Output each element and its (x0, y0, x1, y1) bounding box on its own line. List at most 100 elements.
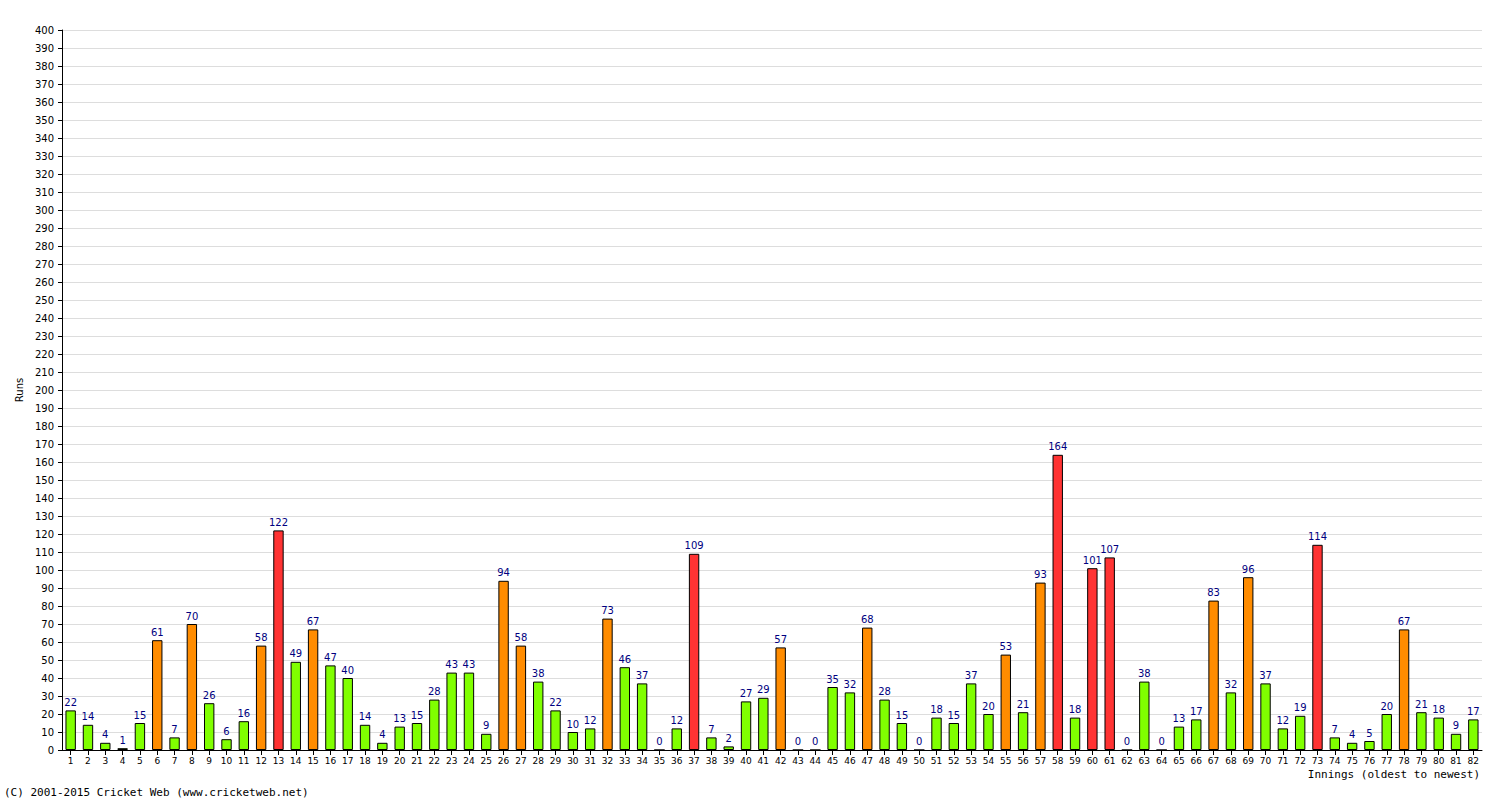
svg-text:81: 81 (1450, 756, 1461, 766)
svg-text:67: 67 (1208, 756, 1219, 766)
svg-text:350: 350 (35, 115, 54, 126)
svg-text:107: 107 (1100, 544, 1119, 555)
svg-text:120: 120 (35, 529, 54, 540)
svg-text:(C) 2001-2015 Cricket Web (www: (C) 2001-2015 Cricket Web (www.cricketwe… (4, 786, 309, 799)
svg-text:0: 0 (656, 736, 662, 747)
svg-text:76: 76 (1364, 756, 1376, 766)
svg-text:250: 250 (35, 295, 54, 306)
svg-text:0: 0 (48, 745, 54, 756)
svg-text:10: 10 (41, 727, 54, 738)
svg-text:71: 71 (1277, 756, 1288, 766)
svg-text:310: 310 (35, 187, 54, 198)
svg-text:370: 370 (35, 79, 54, 90)
svg-text:380: 380 (35, 61, 54, 72)
svg-text:1: 1 (119, 735, 125, 746)
svg-text:101: 101 (1083, 555, 1102, 566)
svg-text:77: 77 (1381, 756, 1392, 766)
svg-text:53: 53 (965, 756, 976, 766)
svg-text:70: 70 (1260, 756, 1272, 766)
svg-text:15: 15 (134, 710, 147, 721)
svg-text:80: 80 (41, 601, 54, 612)
svg-text:31: 31 (584, 756, 595, 766)
svg-text:4: 4 (102, 729, 108, 740)
svg-text:35: 35 (826, 674, 839, 685)
svg-text:240: 240 (35, 313, 54, 324)
svg-text:17: 17 (1467, 706, 1480, 717)
svg-text:164: 164 (1048, 441, 1067, 452)
svg-text:46: 46 (618, 654, 631, 665)
svg-text:73: 73 (1312, 756, 1323, 766)
svg-text:37: 37 (965, 670, 978, 681)
svg-text:68: 68 (861, 614, 874, 625)
svg-text:65: 65 (1173, 756, 1184, 766)
svg-text:67: 67 (307, 616, 320, 627)
svg-text:62: 62 (1121, 756, 1132, 766)
svg-text:58: 58 (1052, 756, 1064, 766)
svg-text:47: 47 (324, 652, 337, 663)
svg-text:47: 47 (862, 756, 873, 766)
svg-text:49: 49 (289, 648, 302, 659)
svg-text:32: 32 (1225, 679, 1238, 690)
svg-text:400: 400 (35, 25, 54, 36)
svg-text:122: 122 (269, 517, 288, 528)
svg-text:280: 280 (35, 241, 54, 252)
svg-text:57: 57 (774, 634, 787, 645)
svg-text:21: 21 (411, 756, 422, 766)
svg-text:46: 46 (844, 756, 856, 766)
svg-text:140: 140 (35, 493, 54, 504)
svg-text:4: 4 (120, 756, 126, 766)
svg-text:0: 0 (1158, 736, 1164, 747)
svg-text:9: 9 (483, 720, 489, 731)
svg-text:27: 27 (515, 756, 526, 766)
svg-text:63: 63 (1139, 756, 1150, 766)
svg-text:22: 22 (64, 697, 77, 708)
svg-text:109: 109 (685, 540, 704, 551)
svg-text:73: 73 (601, 605, 614, 616)
svg-text:16: 16 (325, 756, 337, 766)
svg-text:50: 50 (913, 756, 925, 766)
svg-text:0: 0 (1124, 736, 1130, 747)
svg-text:18: 18 (359, 756, 371, 766)
svg-text:114: 114 (1308, 531, 1327, 542)
svg-text:61: 61 (1104, 756, 1115, 766)
svg-text:18: 18 (1432, 704, 1445, 715)
svg-text:130: 130 (35, 511, 54, 522)
svg-text:66: 66 (1191, 756, 1203, 766)
svg-text:59: 59 (1069, 756, 1081, 766)
svg-text:150: 150 (35, 475, 54, 486)
svg-text:51: 51 (931, 756, 942, 766)
svg-text:72: 72 (1294, 756, 1305, 766)
svg-text:23: 23 (446, 756, 457, 766)
svg-text:68: 68 (1225, 756, 1237, 766)
svg-text:70: 70 (41, 619, 54, 630)
svg-text:10: 10 (221, 756, 233, 766)
svg-text:55: 55 (1000, 756, 1011, 766)
svg-text:64: 64 (1156, 756, 1168, 766)
svg-text:21: 21 (1017, 699, 1030, 710)
svg-text:35: 35 (654, 756, 665, 766)
svg-text:74: 74 (1329, 756, 1341, 766)
svg-text:14: 14 (82, 711, 95, 722)
svg-text:52: 52 (948, 756, 959, 766)
svg-text:20: 20 (982, 701, 995, 712)
svg-text:70: 70 (186, 611, 199, 622)
svg-text:33: 33 (619, 756, 630, 766)
svg-text:Runs: Runs (14, 378, 25, 402)
svg-text:60: 60 (41, 637, 54, 648)
svg-text:40: 40 (41, 673, 54, 684)
svg-text:43: 43 (792, 756, 803, 766)
svg-text:7: 7 (708, 724, 714, 735)
svg-text:42: 42 (775, 756, 786, 766)
svg-text:300: 300 (35, 205, 54, 216)
svg-text:14: 14 (359, 711, 372, 722)
svg-text:18: 18 (930, 704, 943, 715)
svg-text:54: 54 (983, 756, 995, 766)
svg-text:12: 12 (584, 715, 597, 726)
svg-text:82: 82 (1468, 756, 1479, 766)
svg-text:7: 7 (1332, 724, 1338, 735)
svg-text:Innings (oldest to newest): Innings (oldest to newest) (1308, 768, 1480, 781)
svg-text:78: 78 (1398, 756, 1410, 766)
svg-text:3: 3 (102, 756, 108, 766)
svg-text:83: 83 (1207, 587, 1220, 598)
svg-text:9: 9 (206, 756, 212, 766)
